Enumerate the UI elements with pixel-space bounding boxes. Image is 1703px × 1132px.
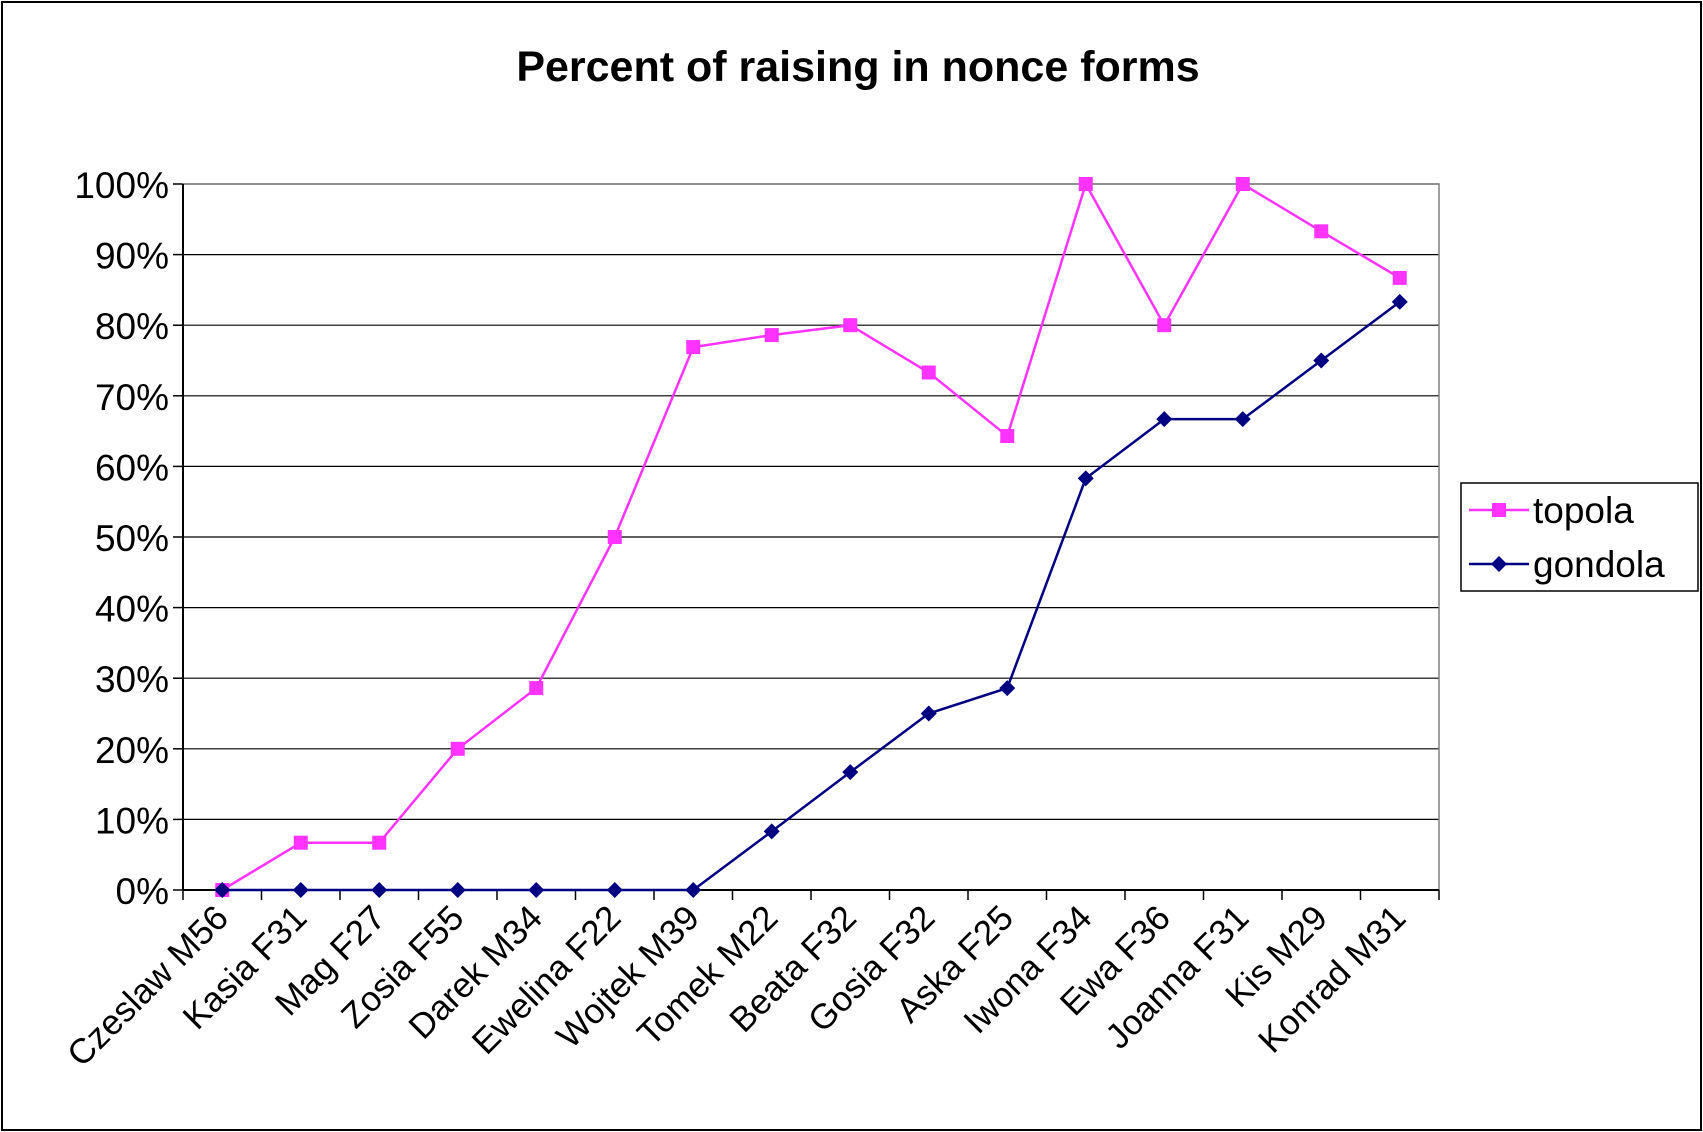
data-point-topola	[529, 681, 544, 696]
data-point-gondola	[292, 882, 309, 898]
legend: topola gondola	[1460, 482, 1699, 592]
data-point-topola	[1392, 270, 1407, 285]
data-point-topola	[607, 530, 622, 544]
data-point-gondola	[1391, 293, 1408, 310]
data-point-gondola	[449, 882, 466, 898]
data-point-gondola	[685, 882, 702, 898]
data-point-gondola	[606, 882, 623, 898]
y-tick-label: 20%	[95, 730, 169, 771]
data-point-gondola	[214, 882, 231, 898]
legend-label-topola: topola	[1533, 490, 1634, 531]
data-point-topola	[1078, 177, 1093, 191]
legend-box	[1460, 482, 1699, 592]
y-tick-label: 70%	[95, 377, 169, 418]
y-tick-label: 50%	[95, 518, 169, 559]
data-point-gondola	[1234, 411, 1251, 428]
y-tick-label: 40%	[95, 589, 169, 630]
data-point-gondola	[371, 882, 388, 898]
data-point-gondola	[528, 882, 545, 898]
data-point-gondola	[842, 764, 859, 781]
data-point-gondola	[999, 680, 1016, 697]
y-tick-label: 30%	[95, 659, 169, 700]
data-point-gondola	[1313, 352, 1330, 369]
series-line-gondola	[222, 300, 1401, 892]
data-point-gondola	[1156, 411, 1173, 428]
legend-marker-gondola	[1491, 556, 1507, 572]
data-point-topola	[1000, 429, 1015, 444]
data-point-topola	[293, 835, 308, 850]
y-tick-label: 60%	[95, 447, 169, 488]
y-tick-label: 100%	[74, 165, 169, 206]
y-tick-label: 90%	[95, 236, 169, 277]
data-point-topola	[1314, 224, 1329, 239]
data-point-topola	[372, 835, 387, 850]
data-point-gondola	[920, 705, 937, 722]
y-tick-label: 0%	[116, 871, 169, 912]
data-point-topola	[843, 318, 858, 333]
legend-marker-topola	[1492, 503, 1506, 517]
data-point-topola	[1235, 177, 1250, 191]
data-point-topola	[1157, 318, 1172, 333]
data-point-topola	[686, 340, 701, 355]
data-point-topola	[764, 328, 779, 343]
data-point-topola	[450, 741, 465, 756]
data-point-topola	[921, 365, 936, 380]
data-point-gondola	[1077, 470, 1094, 487]
y-tick-label: 10%	[95, 800, 169, 841]
series-line-topola	[221, 180, 1401, 892]
y-tick-label: 80%	[95, 306, 169, 347]
chart-title: Percent of raising in nonce forms	[516, 43, 1199, 91]
plot-area: 0%10%20%30%40%50%60%70%80%90%100%Czeslaw…	[60, 165, 1440, 1074]
legend-label-gondola: gondola	[1533, 544, 1665, 585]
data-point-gondola	[763, 823, 780, 840]
